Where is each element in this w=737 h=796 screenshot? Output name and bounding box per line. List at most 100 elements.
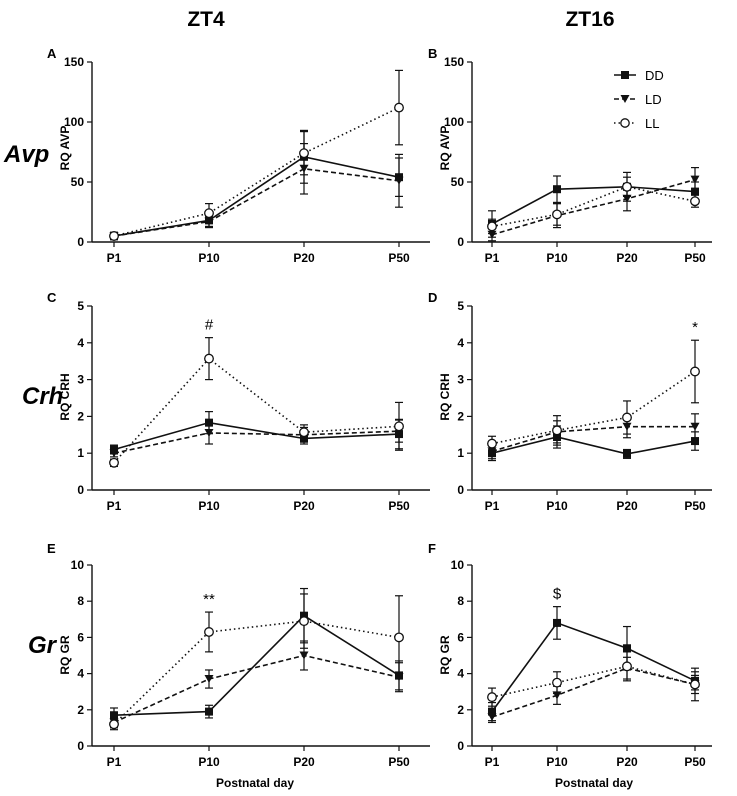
data-point-ll-f — [622, 661, 632, 672]
y-tick-label-c: 2 — [77, 409, 84, 423]
y-tick-label-d: 0 — [457, 483, 464, 497]
x-tick-label-b: P1 — [485, 251, 500, 265]
series-line-ld-c — [113, 430, 400, 454]
y-axis-label-b: RQ AVP — [438, 126, 452, 171]
y-axis-label-e: RQ GR — [58, 635, 72, 675]
chart-panel-d: D RQ CRH 0 1 2 3 4 5 P1 P10 P20 P50 * — [428, 290, 712, 513]
y-tick-label-d: 3 — [457, 373, 464, 387]
legend-label-dd: DD — [645, 68, 664, 83]
data-point-ll-d — [552, 425, 562, 436]
data-point-dd-d — [623, 449, 631, 458]
y-tick-label-f: 2 — [457, 703, 464, 717]
y-tick-label-c: 5 — [77, 299, 84, 313]
data-point-ll-a — [394, 102, 404, 113]
data-point-ll-a — [204, 208, 214, 219]
legend-item-ld: LD — [614, 92, 662, 107]
legend-item-dd: DD — [614, 68, 664, 83]
y-tick-label-a: 100 — [64, 115, 84, 129]
x-tick-label-e: P1 — [107, 755, 122, 769]
legend: DD LD LL — [614, 68, 664, 131]
data-point-ll-b — [690, 196, 700, 207]
data-point-ld-e — [299, 651, 309, 660]
x-tick-label-b: P20 — [616, 251, 638, 265]
y-tick-label-b: 150 — [444, 55, 464, 69]
x-tick-label-c: P20 — [293, 499, 315, 513]
series-line-ll-d — [491, 370, 696, 445]
panel-letter-f: F — [428, 541, 436, 556]
series-line-dd-f — [491, 621, 696, 713]
data-point-ll-c — [109, 457, 119, 468]
legend-marker-dd — [621, 71, 629, 79]
y-tick-label-b: 0 — [457, 235, 464, 249]
series-line-ld-e — [113, 654, 400, 724]
data-point-ld-a — [394, 176, 404, 185]
x-tick-label-e: P50 — [388, 755, 410, 769]
data-point-ll-b — [487, 221, 497, 232]
series-line-ll-c — [113, 357, 400, 464]
significance-mark-e: ** — [203, 591, 215, 608]
series-line-dd-c — [113, 421, 400, 451]
y-axis-label-f: RQ GR — [438, 635, 452, 675]
x-tick-label-b: P50 — [684, 251, 706, 265]
y-tick-label-e: 0 — [77, 739, 84, 753]
x-tick-label-d: P1 — [485, 499, 500, 513]
series-line-ld-a — [113, 167, 400, 237]
data-point-dd-f — [553, 618, 561, 627]
x-tick-label-c: P50 — [388, 499, 410, 513]
y-tick-label-f: 10 — [451, 558, 465, 572]
y-tick-label-c: 1 — [77, 446, 84, 460]
x-tick-label-c: P1 — [107, 499, 122, 513]
y-axis-label-a: RQ AVP — [58, 126, 72, 171]
x-tick-label-d: P20 — [616, 499, 638, 513]
y-tick-label-a: 150 — [64, 55, 84, 69]
series-line-ll-e — [113, 620, 400, 725]
x-tick-label-f: P50 — [684, 755, 706, 769]
row-label-avp: Avp — [3, 141, 49, 168]
data-point-ll-c — [299, 427, 309, 438]
legend-item-ll: LL — [614, 116, 659, 131]
x-tick-label-f: P1 — [485, 755, 500, 769]
y-tick-label-f: 6 — [457, 630, 464, 644]
y-tick-label-e: 6 — [77, 630, 84, 644]
y-tick-label-e: 10 — [71, 558, 85, 572]
data-point-ll-c — [394, 421, 404, 432]
x-tick-label-b: P10 — [546, 251, 568, 265]
legend-marker-ll — [620, 118, 630, 128]
y-tick-label-c: 4 — [77, 336, 84, 350]
panel-letter-e: E — [47, 541, 56, 556]
chart-panel-b: B RQ AVP 0 50 100 150 P1 P10 P20 P50 — [428, 46, 712, 265]
data-point-ll-e — [394, 632, 404, 643]
chart-panel-c: C RQ CRH 0 1 2 3 4 5 P1 P10 P20 P50 # — [47, 290, 430, 513]
data-point-dd-b — [553, 185, 561, 194]
x-axis-label-e: Postnatal day — [216, 776, 294, 790]
significance-mark-f: $ — [553, 586, 562, 603]
data-point-ll-b — [552, 209, 562, 220]
panel-letter-c: C — [47, 290, 57, 305]
column-title-zt4: ZT4 — [187, 8, 225, 31]
data-point-ld-d — [690, 422, 700, 431]
x-tick-label-d: P10 — [546, 499, 568, 513]
data-point-ld-c — [109, 449, 119, 458]
legend-marker-ld — [620, 95, 630, 103]
x-tick-label-e: P10 — [198, 755, 220, 769]
chart-panel-f: F RQ GR Postnatal day 0 2 4 6 8 10 P1 P10 P20 P50… — [428, 541, 712, 790]
chart-panel-e: E RQ GR Postnatal day 0 2 4 6 8 10 P1 P10 P20 P50… — [47, 541, 430, 790]
data-point-ll-c — [204, 353, 214, 364]
x-tick-label-e: P20 — [293, 755, 315, 769]
y-tick-label-e: 8 — [77, 594, 84, 608]
data-point-ll-d — [487, 438, 497, 449]
series-line-dd-a — [113, 155, 400, 237]
y-tick-label-e: 4 — [77, 667, 84, 681]
data-point-ll-d — [690, 366, 700, 377]
y-tick-label-f: 8 — [457, 594, 464, 608]
series-line-dd-e — [113, 614, 400, 717]
data-point-dd-d — [691, 437, 699, 446]
y-tick-label-c: 0 — [77, 483, 84, 497]
data-point-ld-b — [487, 230, 497, 239]
series-line-ld-d — [491, 425, 695, 453]
column-title-zt16: ZT16 — [565, 8, 614, 31]
x-tick-label-a: P20 — [293, 251, 315, 265]
y-tick-label-d: 5 — [457, 299, 464, 313]
x-tick-label-a: P10 — [198, 251, 220, 265]
